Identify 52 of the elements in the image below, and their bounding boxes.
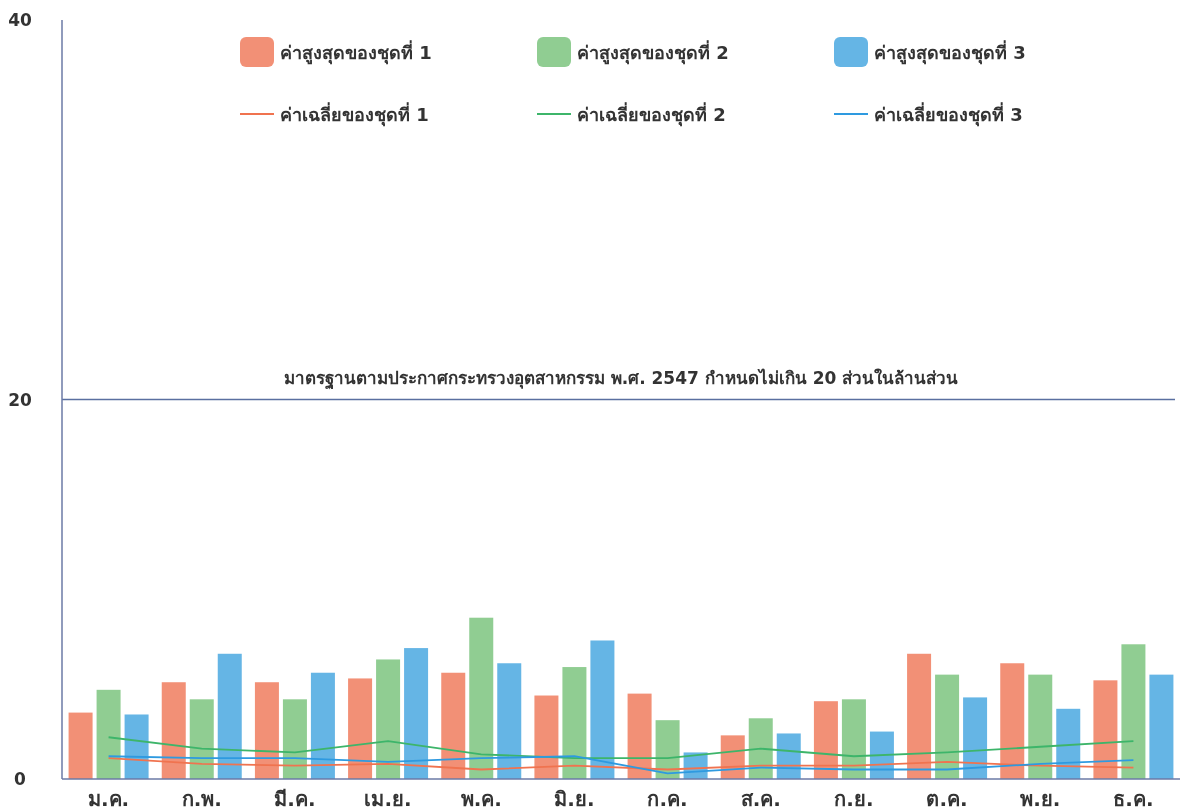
bar: [254, 682, 279, 779]
bar: [217, 653, 242, 779]
x-tick-label: ก.ค.: [647, 787, 688, 811]
y-tick-label: 20: [8, 389, 32, 410]
bar: [497, 663, 522, 779]
bar: [282, 699, 307, 779]
bar: [310, 672, 335, 779]
x-tick-label: ส.ค.: [740, 787, 781, 811]
bar: [813, 701, 838, 779]
x-tick-label: พ.ย.: [1020, 787, 1061, 811]
x-tick-label: ม.ค.: [87, 787, 130, 811]
bar: [562, 667, 587, 779]
bar: [376, 659, 401, 779]
legend-label: ค่าเฉลี่ยของชุดที่ 1: [280, 102, 429, 127]
bar: [1149, 674, 1174, 779]
x-tick-label: ธ.ค.: [1113, 787, 1154, 811]
bar: [161, 682, 186, 779]
bar: [534, 695, 559, 779]
bar: [627, 693, 652, 779]
x-tick-label: เม.ย.: [364, 787, 412, 811]
legend-label: ค่าสูงสุดของชุดที่ 3: [874, 40, 1026, 65]
bar: [189, 699, 214, 779]
bar: [441, 672, 466, 779]
x-tick-label: ก.ย.: [834, 787, 874, 811]
bar: [96, 689, 121, 779]
x-tick-label: ก.พ.: [181, 787, 222, 811]
legend-label: ค่าเฉลี่ยของชุดที่ 2: [577, 102, 726, 127]
bar: [907, 653, 932, 779]
bar: [1056, 708, 1081, 779]
bar: [404, 648, 429, 779]
legend-label: ค่าสูงสุดของชุดที่ 1: [280, 40, 432, 65]
x-tick-label: มิ.ย.: [554, 787, 595, 811]
bar: [348, 678, 373, 779]
bar: [1121, 644, 1146, 779]
bar: [68, 712, 93, 779]
bar: [963, 697, 988, 779]
x-tick-label: ต.ค.: [926, 787, 968, 811]
x-tick-label: มี.ค.: [274, 787, 316, 811]
legend-label: ค่าสูงสุดของชุดที่ 2: [577, 40, 729, 65]
bar: [1028, 674, 1053, 779]
legend-label: ค่าเฉลี่ยของชุดที่ 3: [874, 102, 1023, 127]
bar: [590, 640, 615, 779]
y-tick-label: 40: [8, 10, 32, 30]
bar: [1093, 680, 1118, 779]
bar: [935, 674, 960, 779]
bar: [469, 617, 494, 779]
x-tick-label: พ.ค.: [460, 787, 502, 811]
ref-line-label: มาตรฐานตามประกาศกระทรวงอุตสาหกรรม พ.ศ. 2547 กำหนดไม่เกิน 20 ส่วนในล้านส่วน: [283, 367, 959, 390]
bar: [1000, 663, 1025, 779]
bar: [841, 699, 866, 779]
bar: [124, 714, 149, 779]
y-tick-label: 0: [14, 769, 27, 789]
